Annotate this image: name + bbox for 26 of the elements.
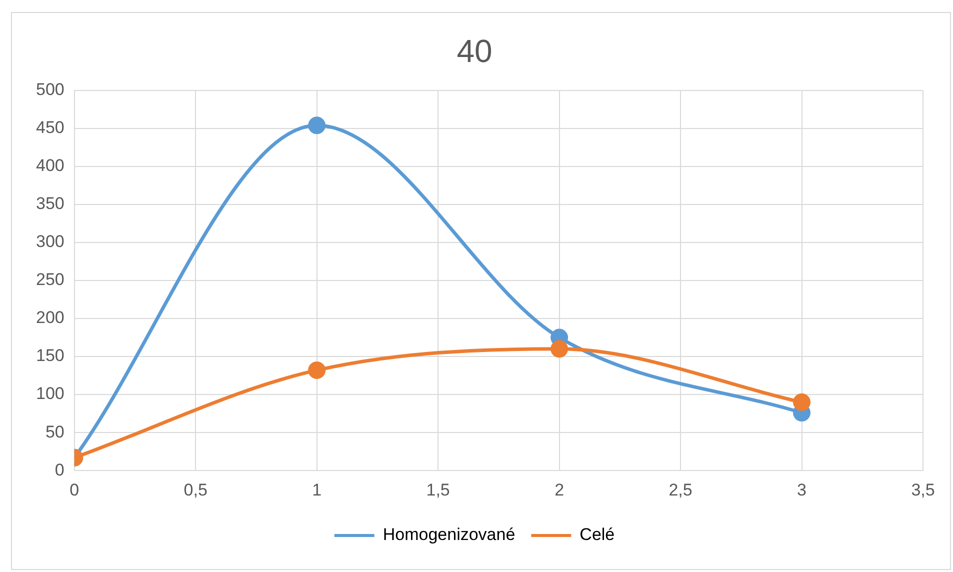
x-tick-label: 0 bbox=[70, 480, 80, 500]
y-tick-label: 200 bbox=[36, 308, 64, 328]
x-tick-label: 3,5 bbox=[911, 480, 935, 500]
point bbox=[793, 393, 811, 411]
y-tick-label: 50 bbox=[45, 422, 64, 442]
y-tick-label: 150 bbox=[36, 346, 64, 366]
y-tick-label: 100 bbox=[36, 384, 64, 404]
y-tick-label: 250 bbox=[36, 270, 64, 290]
x-tick-label: 1,5 bbox=[426, 480, 450, 500]
y-tick-label: 500 bbox=[36, 80, 64, 100]
x-tick-label: 2 bbox=[554, 480, 564, 500]
x-tick-label: 0,5 bbox=[184, 480, 208, 500]
point bbox=[308, 361, 326, 379]
x-tick-label: 1 bbox=[312, 480, 322, 500]
legend-label: Homogenizované bbox=[382, 525, 516, 544]
y-tick-label: 0 bbox=[54, 460, 64, 480]
y-tick-label: 400 bbox=[36, 156, 64, 176]
y-tick-label: 300 bbox=[36, 232, 64, 252]
chart-title: 40 bbox=[456, 33, 492, 70]
x-tick-label: 3 bbox=[797, 480, 806, 500]
y-tick-label: 450 bbox=[36, 118, 64, 138]
legend-label: Celé bbox=[580, 525, 615, 544]
y-tick-label: 350 bbox=[36, 194, 64, 214]
point bbox=[550, 340, 568, 358]
point bbox=[308, 116, 326, 134]
x-tick-label: 2,5 bbox=[668, 480, 692, 500]
